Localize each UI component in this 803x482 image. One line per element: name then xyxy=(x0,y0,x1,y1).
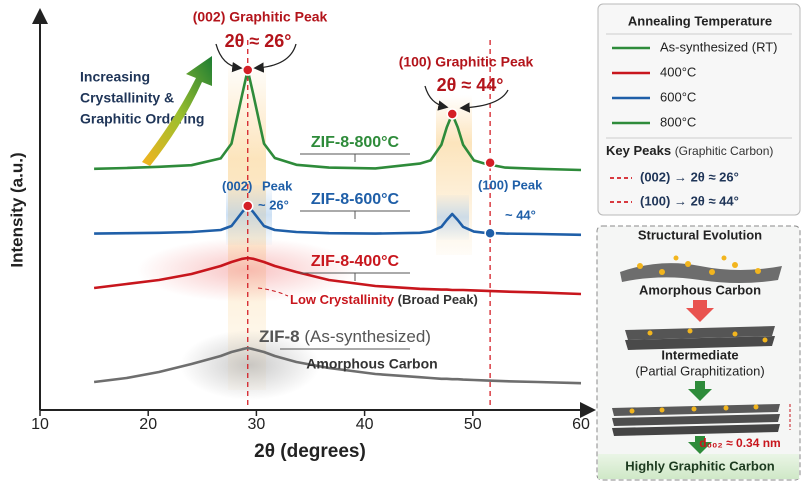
annotation: 2θ ≈ 26° xyxy=(225,31,292,51)
legend-label: 800°C xyxy=(660,114,696,129)
label-bracket xyxy=(300,154,410,162)
annotation: (100) Peak xyxy=(478,177,543,192)
annotation: 2θ ≈ 44° xyxy=(437,75,504,95)
chart: 10 20 30 40 50 60 2θ (degrees) Intensity (a.u… xyxy=(0,0,803,482)
peak-glow xyxy=(226,185,272,245)
peak-marker xyxy=(485,158,495,168)
layer-illustration xyxy=(625,326,775,350)
annotation: (002) xyxy=(222,178,252,193)
annotation: (002) Graphitic Peak xyxy=(193,9,328,25)
structure-title: Structural Evolution xyxy=(638,227,762,242)
annotation: Increasing xyxy=(80,69,150,85)
structure-label: Amorphous Carbon xyxy=(639,282,761,297)
peak-marker xyxy=(243,65,253,75)
legend-label: As-synthesized (RT) xyxy=(660,39,778,54)
annotation: (100) Graphitic Peak xyxy=(399,54,534,70)
x-tick-label: 50 xyxy=(464,416,482,433)
peak-marker xyxy=(243,201,253,211)
annotation: Amorphous Carbon xyxy=(306,356,437,372)
legend-label: 400°C xyxy=(660,64,696,79)
x-tick-label: 30 xyxy=(248,416,266,433)
x-tick-label: 60 xyxy=(572,416,590,433)
peak-glow xyxy=(437,195,469,240)
peak-marker xyxy=(485,228,495,238)
series-label-part: (As-synthesized) xyxy=(304,327,431,346)
series-label-part: ZIF-8 xyxy=(259,327,300,346)
annotation: Peak xyxy=(262,178,293,193)
structure-label: d₀₀₂ ≈ 0.34 nm xyxy=(699,436,780,450)
series-label: ZIF-8 (As-synthesized) xyxy=(259,327,431,346)
x-tick-label: 10 xyxy=(31,416,49,433)
x-tick-label: 20 xyxy=(139,416,157,433)
legend-label: (002) → 2θ ≈ 26° xyxy=(640,169,739,184)
annotation-part: (Broad Peak) xyxy=(398,292,478,307)
series-label: ZIF-8-600°C xyxy=(311,191,400,208)
legend-label: (100) → 2θ ≈ 44° xyxy=(640,193,739,208)
series-label: ZIF-8-400°C xyxy=(311,253,400,270)
label-bracket xyxy=(300,211,410,219)
legend-subtitle-part: Key Peaks xyxy=(606,143,671,158)
legend-title: Annealing Temperature xyxy=(628,13,772,28)
structure-label: Highly Graphitic Carbon xyxy=(625,458,775,473)
layer-illustration xyxy=(612,404,790,436)
legend-subtitle-part: (Graphitic Carbon) xyxy=(675,144,774,158)
legend-label: 600°C xyxy=(660,89,696,104)
x-axis-label: 2θ (degrees) xyxy=(254,441,366,462)
y-axis-label: Intensity (a.u.) xyxy=(7,152,26,267)
series-label: ZIF-8-800°C xyxy=(311,134,400,151)
annotation: Low Crystallinity (Broad Peak) xyxy=(290,292,478,307)
peak-marker xyxy=(447,109,457,119)
annotation-part: Low Crystallinity xyxy=(290,292,395,307)
structure-label: (Partial Graphitization) xyxy=(635,363,764,378)
x-tick-label: 40 xyxy=(356,416,374,433)
annotation: Crystallinity & xyxy=(80,90,174,106)
structure-label: Intermediate xyxy=(661,347,738,362)
annotation: ~ 44° xyxy=(505,207,536,222)
annotation: ~ 26° xyxy=(258,197,289,212)
legend-subtitle: Key Peaks (Graphitic Carbon) xyxy=(606,143,773,158)
